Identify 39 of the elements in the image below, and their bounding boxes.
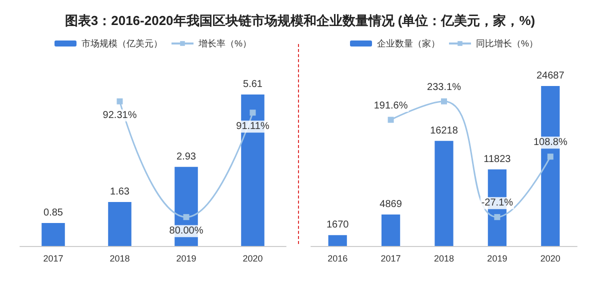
- data-label: 1670: [326, 220, 350, 231]
- data-label: 91.11%: [236, 121, 270, 132]
- data-label: 108.8%: [533, 137, 568, 148]
- data-label: -27.1%: [481, 198, 514, 209]
- point: [441, 98, 447, 104]
- point: [388, 116, 394, 123]
- data-label: 80.00%: [169, 226, 204, 237]
- x-tick-label: 2018: [434, 254, 454, 264]
- legend-label: 市场规模（亿美元）: [82, 38, 162, 48]
- bar: [381, 214, 400, 246]
- bar: [42, 223, 65, 246]
- x-tick-label: 2020: [242, 254, 263, 264]
- x-tick-label: 2016: [328, 254, 348, 264]
- point: [547, 154, 554, 160]
- data-label: 0.85: [44, 208, 64, 219]
- data-label: 191.6%: [374, 100, 408, 112]
- data-label: 11823: [484, 154, 512, 165]
- x-tick-label: 2019: [176, 254, 196, 264]
- legend-label: 同比增长（%）: [476, 38, 538, 48]
- data-label: 24687: [536, 70, 565, 82]
- x-tick-label: 2017: [380, 254, 401, 264]
- bar: [434, 140, 454, 246]
- point: [494, 214, 500, 220]
- legend-label: 增长率（%）: [198, 38, 252, 48]
- data-label: 1.63: [110, 186, 130, 198]
- x-tick-label: 2020: [540, 254, 560, 264]
- legend-label: 企业数量（家）: [377, 38, 440, 48]
- bar: [328, 235, 347, 246]
- data-label: 92.31%: [102, 110, 137, 121]
- data-label: 2.93: [176, 151, 196, 162]
- data-label: 16218: [430, 125, 458, 136]
- data-label: 233.1%: [427, 82, 462, 93]
- bar: [108, 202, 132, 246]
- x-tick-label: 2018: [110, 254, 130, 264]
- chart-title: 图表3：2016-2020年我国区块链市场规模和企业数量情况 (单位：亿美元，家，%): [64, 12, 536, 30]
- data-label: 4869: [380, 198, 402, 210]
- x-tick-label: 2019: [487, 254, 508, 264]
- x-tick-label: 2017: [43, 254, 64, 264]
- data-label: 5.61: [243, 79, 263, 90]
